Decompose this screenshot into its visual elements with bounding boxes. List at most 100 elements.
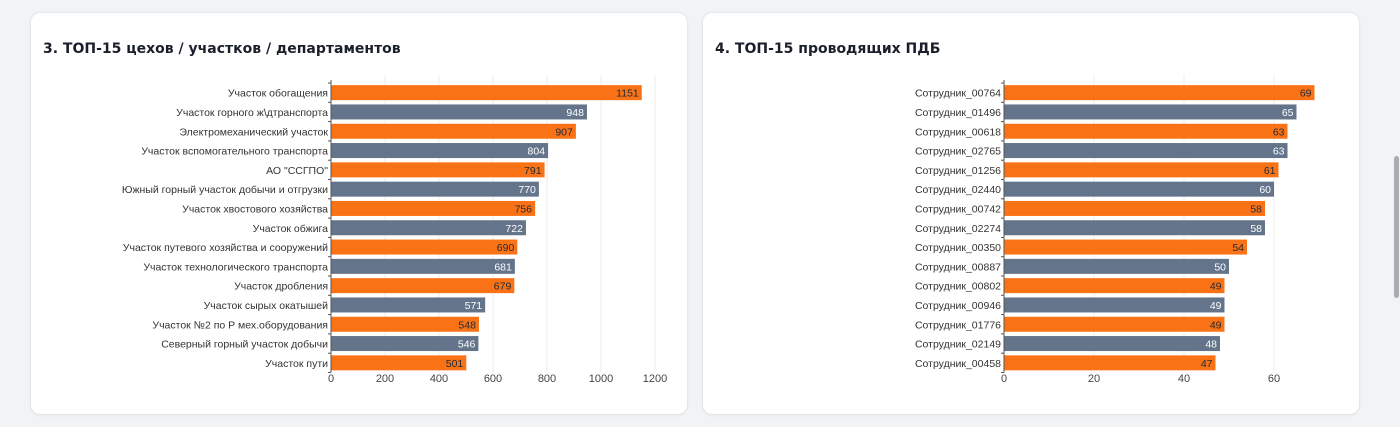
x-tick-label: 800 [538, 373, 556, 385]
bar[interactable] [331, 220, 526, 236]
value-label: 1151 [616, 88, 639, 100]
value-label: 60 [1259, 184, 1271, 196]
x-tick-label: 200 [376, 373, 394, 385]
category-label: Сотрудник_00350 [915, 242, 1001, 254]
top-departments-chart: 0 200 400 600 800 1000 1200 Участок обогащения 1… [122, 75, 667, 385]
bar[interactable] [331, 278, 515, 294]
category-label: Участок горного ж\дтранспорта [176, 107, 328, 119]
bar[interactable] [1004, 85, 1315, 101]
bar[interactable] [331, 85, 642, 101]
bar[interactable] [331, 143, 549, 159]
bar[interactable] [1004, 355, 1216, 371]
value-label: 546 [458, 339, 476, 351]
bar[interactable] [1004, 258, 1229, 274]
category-label: Участок пути [265, 358, 328, 370]
value-label: 571 [465, 300, 483, 312]
bar[interactable] [1004, 104, 1297, 120]
bar[interactable] [1004, 200, 1265, 216]
x-tick-label: 400 [430, 373, 448, 385]
value-label: 49 [1210, 281, 1222, 293]
category-label: Сотрудник_00887 [915, 261, 1001, 273]
top-employees-card: 4. ТОП-15 проводящих ПДБ 0 20 40 60 Сотрудни… [702, 12, 1360, 415]
x-tick-label: 20 [1088, 373, 1100, 385]
value-label: 791 [524, 165, 542, 177]
bar[interactable] [1004, 220, 1265, 236]
bar[interactable] [331, 104, 587, 120]
category-label: Сотрудник_01256 [915, 165, 1001, 177]
bar[interactable] [1004, 143, 1288, 159]
top-employees-chart: 0 20 40 60 Сотрудник_00764 69 Сотрудник_01496 6… [915, 75, 1315, 385]
bar[interactable] [1004, 297, 1225, 313]
value-label: 948 [566, 107, 584, 119]
category-label: Электромеханический участок [179, 126, 328, 138]
category-label: Участок вспомогательного транспорта [141, 146, 328, 158]
value-label: 58 [1250, 203, 1262, 215]
bar[interactable] [331, 200, 536, 216]
value-label: 47 [1201, 358, 1213, 370]
bar[interactable] [331, 239, 518, 255]
value-label: 907 [555, 126, 573, 138]
value-label: 54 [1232, 242, 1244, 254]
value-label: 679 [494, 281, 512, 293]
category-label: Участок обжига [253, 223, 328, 235]
category-label: Сотрудник_02440 [915, 184, 1001, 196]
category-label: Участок хвостового хозяйства [182, 203, 328, 215]
category-label: Сотрудник_00742 [915, 203, 1001, 215]
category-label: Сотрудник_02149 [915, 339, 1001, 351]
bar[interactable] [331, 316, 479, 332]
category-label: Сотрудник_00618 [915, 126, 1001, 138]
value-label: 58 [1250, 223, 1262, 235]
bar[interactable] [331, 258, 515, 274]
x-tick-label: 0 [328, 373, 334, 385]
category-label: Сотрудник_00764 [915, 88, 1001, 100]
category-label: Южный горный участок добычи и отгрузки [122, 184, 328, 196]
bar[interactable] [331, 336, 479, 352]
category-label: Участок сырых окатышей [204, 300, 329, 312]
bar[interactable] [1004, 336, 1220, 352]
x-tick-label: 1000 [589, 373, 613, 385]
value-label: 548 [458, 319, 476, 331]
value-label: 69 [1300, 88, 1312, 100]
bar[interactable] [331, 297, 486, 313]
category-label: Сотрудник_02274 [915, 223, 1001, 235]
value-label: 690 [497, 242, 515, 254]
bar[interactable] [331, 123, 576, 139]
value-label: 49 [1210, 300, 1222, 312]
value-label: 48 [1205, 339, 1217, 351]
bar[interactable] [1004, 239, 1247, 255]
bar[interactable] [1004, 123, 1288, 139]
value-label: 501 [446, 358, 464, 370]
value-label: 63 [1273, 126, 1285, 138]
scrollbar-thumb[interactable] [1394, 156, 1399, 298]
value-label: 50 [1214, 261, 1226, 273]
top-employees-title: 4. ТОП-15 проводящих ПДБ [715, 41, 941, 57]
bar[interactable] [1004, 278, 1225, 294]
bar[interactable] [331, 162, 545, 178]
category-label: Участок обогащения [228, 88, 328, 100]
category-label: Сотрудник_00802 [915, 281, 1001, 293]
bar[interactable] [1004, 181, 1274, 197]
top-departments-card: 3. ТОП-15 цехов / участков / департамент… [30, 12, 688, 415]
x-tick-label: 600 [484, 373, 502, 385]
value-label: 770 [518, 184, 536, 196]
category-label: Участок технологического транспорта [143, 261, 328, 273]
bar[interactable] [1004, 316, 1225, 332]
category-label: Сотрудник_00946 [915, 300, 1001, 312]
category-label: Участок путевого хозяйства и сооружений [123, 242, 328, 254]
value-label: 63 [1273, 146, 1285, 158]
bar[interactable] [331, 181, 539, 197]
bar[interactable] [331, 355, 467, 371]
value-label: 49 [1210, 319, 1222, 331]
category-label: Сотрудник_02765 [915, 146, 1001, 158]
x-tick-label: 60 [1268, 373, 1280, 385]
x-tick-label: 0 [1001, 373, 1007, 385]
bar[interactable] [1004, 162, 1279, 178]
value-label: 756 [515, 203, 533, 215]
page-scrollbar[interactable] [1392, 0, 1400, 427]
category-label: Участок №2 по Р мех.оборудования [152, 319, 328, 331]
category-label: Сотрудник_00458 [915, 358, 1001, 370]
value-label: 722 [505, 223, 523, 235]
category-label: Сотрудник_01496 [915, 107, 1001, 119]
x-tick-label: 1200 [643, 373, 667, 385]
category-label: Северный горный участок добычи [161, 339, 328, 351]
